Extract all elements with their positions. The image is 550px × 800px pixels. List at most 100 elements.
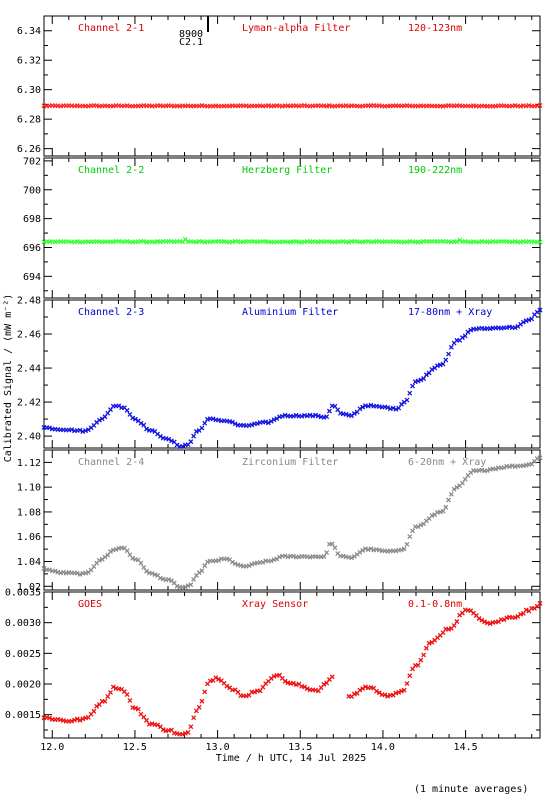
data-point	[376, 690, 382, 696]
data-point	[252, 689, 258, 695]
data-point	[468, 327, 474, 333]
data-point	[410, 383, 415, 389]
data-point	[202, 420, 208, 426]
data-point	[501, 465, 507, 471]
data-point	[185, 729, 191, 735]
data-point	[454, 239, 460, 245]
data-point	[72, 717, 77, 723]
data-point	[102, 698, 108, 704]
data-point	[132, 416, 138, 422]
panel-ch1: Channel 2-1 Lyman-alpha Filter 120-123nm 6.…	[17, 15, 543, 157]
data-point	[385, 693, 391, 699]
panels: Channel 2-1 Lyman-alpha Filter 120-123nm 6.…	[5, 15, 543, 753]
y-tick-label: 2.44	[17, 364, 41, 375]
data-point	[41, 566, 47, 571]
data-point	[155, 722, 161, 728]
data-point	[279, 413, 285, 419]
panel-label: GOES	[78, 599, 102, 610]
panel-label: 6-20nm + Xray	[408, 457, 486, 468]
data-point	[302, 684, 307, 690]
data-point	[362, 684, 368, 690]
data-point	[368, 546, 374, 552]
data-point	[277, 554, 282, 560]
panel-frame	[43, 15, 541, 157]
data-point	[144, 568, 149, 574]
data-point	[249, 422, 255, 428]
series-points	[41, 102, 543, 109]
y-axis-label: Calibrated Signal / (mW m⁻²)	[3, 294, 14, 463]
data-point	[440, 508, 446, 514]
data-point	[329, 674, 335, 680]
data-point	[191, 715, 197, 721]
event-marker-label-2: C2.1	[179, 37, 203, 48]
data-point	[418, 377, 424, 383]
data-point	[268, 558, 274, 564]
data-point	[141, 422, 147, 428]
data-point	[326, 408, 332, 414]
panel-label: Xray Sensor	[242, 599, 308, 610]
event-marker: 8900 C2.1	[179, 16, 209, 48]
data-point	[374, 688, 379, 694]
data-point	[537, 103, 543, 108]
y-tick-label: 2.40	[17, 432, 41, 443]
data-point	[512, 325, 518, 331]
data-point	[196, 704, 202, 710]
y-tick-label: 1.08	[17, 507, 41, 518]
data-point	[169, 438, 174, 444]
data-point	[404, 681, 410, 687]
data-point	[357, 406, 363, 412]
data-point	[216, 676, 222, 682]
data-point	[415, 662, 421, 668]
y-tick-label: 0.0030	[5, 618, 41, 629]
data-point	[199, 568, 205, 574]
x-tick-label: 13.0	[206, 742, 230, 753]
panel-label: Channel 2-3	[78, 307, 144, 318]
data-point	[232, 421, 238, 427]
y-tick-label: 6.34	[17, 26, 41, 37]
data-point	[124, 548, 130, 554]
data-point	[349, 555, 355, 561]
data-point	[199, 425, 205, 431]
data-point	[124, 407, 130, 413]
data-point	[390, 405, 396, 411]
data-point	[304, 686, 310, 692]
data-point	[479, 617, 485, 623]
data-point	[448, 344, 454, 350]
data-point	[191, 433, 197, 439]
data-point	[421, 652, 427, 658]
data-point	[213, 675, 219, 681]
data-point	[130, 415, 136, 421]
data-point	[47, 567, 53, 573]
data-point	[351, 411, 357, 416]
series-points	[41, 600, 543, 737]
data-point	[529, 316, 535, 322]
data-point	[462, 333, 468, 339]
data-point	[404, 541, 410, 547]
data-point	[224, 683, 230, 689]
data-point	[537, 600, 543, 606]
panel-frame	[43, 591, 541, 739]
data-point	[393, 406, 399, 412]
y-tick-label: 694	[23, 272, 41, 283]
data-point	[418, 657, 424, 663]
data-point	[360, 686, 366, 692]
data-point	[268, 418, 274, 424]
data-point	[429, 367, 435, 372]
data-point	[476, 616, 482, 621]
data-point	[329, 541, 335, 547]
data-point	[138, 560, 144, 566]
data-point	[321, 681, 327, 687]
y-tick-label: 1.12	[17, 458, 41, 469]
data-point	[144, 426, 149, 432]
data-point	[91, 708, 97, 714]
data-point	[404, 397, 410, 403]
data-point	[274, 416, 280, 422]
data-point	[149, 570, 155, 576]
data-point	[188, 582, 194, 588]
data-point	[246, 563, 252, 569]
data-point	[462, 476, 468, 482]
data-point	[149, 427, 155, 433]
data-point	[210, 416, 216, 422]
data-point	[74, 716, 80, 722]
